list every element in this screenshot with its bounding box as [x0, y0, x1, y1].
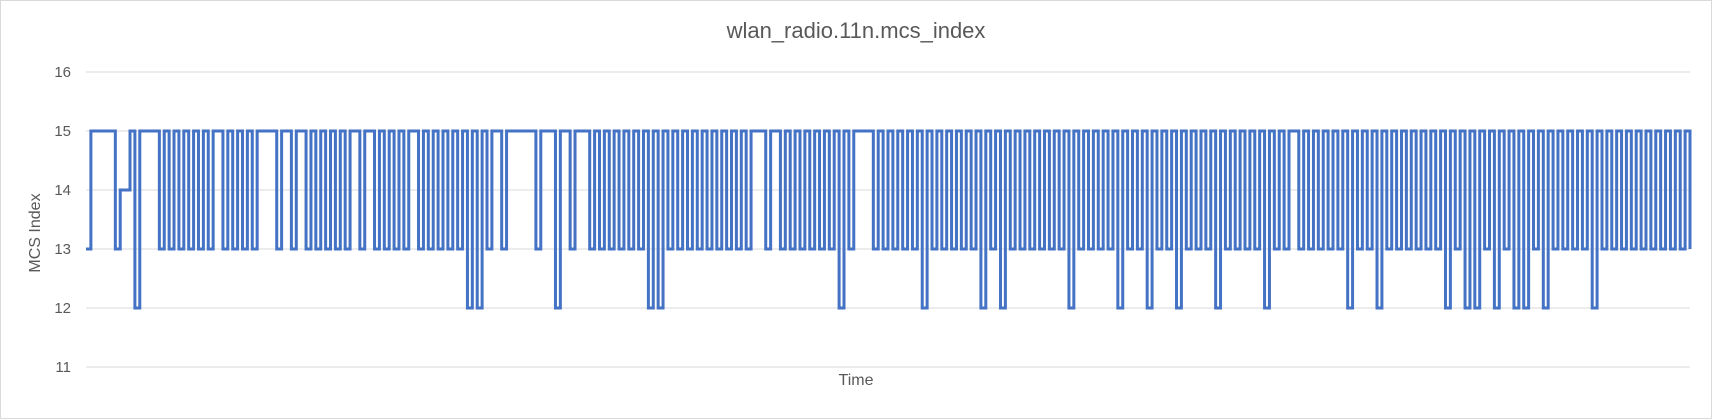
y-tick-label: 14 [54, 182, 71, 199]
y-tick-label: 15 [54, 123, 71, 140]
chart-title: wlan_radio.11n.mcs_index [726, 18, 986, 43]
x-axis-label: Time [838, 372, 874, 389]
y-tick-label: 12 [54, 300, 71, 317]
y-tick-label: 13 [54, 241, 71, 258]
y-tick-label: 16 [54, 64, 71, 81]
series-line-0 [86, 129, 1692, 310]
y-tick-label: 11 [55, 359, 71, 376]
